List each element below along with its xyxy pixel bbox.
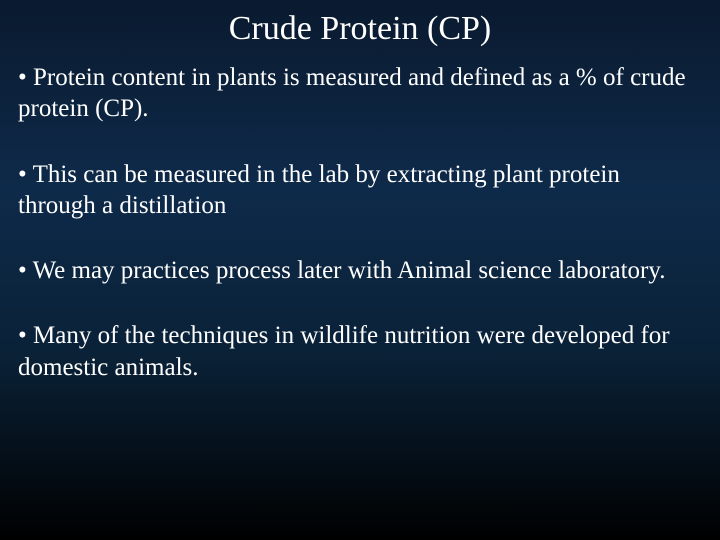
bullet-item: • This can be measured in the lab by ext…: [18, 159, 702, 222]
slide: Crude Protein (CP) • Protein content in …: [0, 0, 720, 540]
bullet-text: This can be measured in the lab by extra…: [18, 161, 620, 219]
slide-title: Crude Protein (CP): [18, 10, 702, 48]
bullet-item: • Many of the techniques in wildlife nut…: [18, 320, 702, 383]
bullet-text: Protein content in plants is measured an…: [18, 64, 686, 122]
bullet-text: Many of the techniques in wildlife nutri…: [18, 322, 670, 380]
bullet-item: • We may practices process later with An…: [18, 255, 702, 286]
bullet-list: • Protein content in plants is measured …: [18, 62, 702, 417]
bullet-text: We may practices process later with Anim…: [33, 257, 666, 284]
bullet-item: • Protein content in plants is measured …: [18, 62, 702, 125]
